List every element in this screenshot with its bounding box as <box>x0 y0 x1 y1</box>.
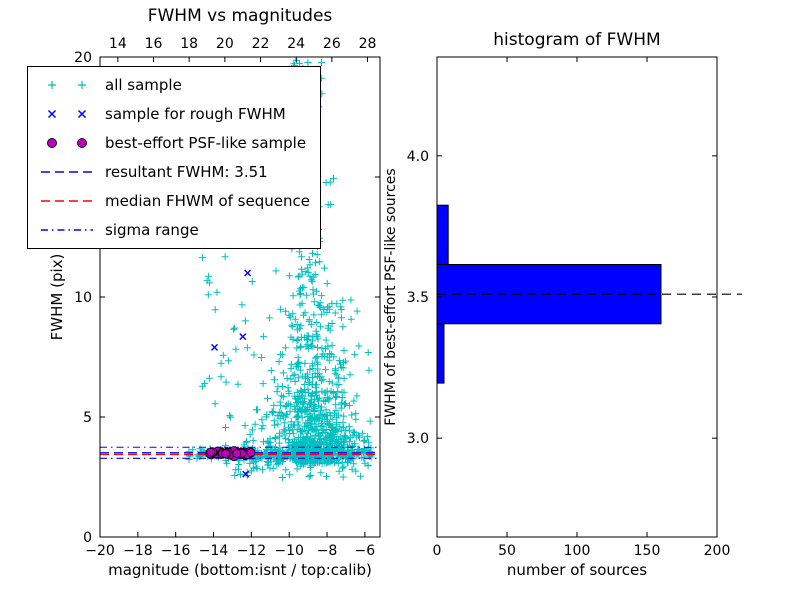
legend-label: sample for rough FWHM <box>105 105 286 123</box>
x-tick-label: −14 <box>199 543 229 559</box>
right-plot-ylabel: FWHM of best-effort PSF-like sources <box>383 168 399 426</box>
top-tick-label: 20 <box>216 36 234 52</box>
histogram-plot-area: 0 50 100 150 200 3.0 3.5 4.0 <box>407 56 742 559</box>
left-plot-xlabel: magnitude (bottom:isnt / top:calib) <box>108 561 372 579</box>
x-tick-label: −6 <box>355 543 376 559</box>
legend-key-line-icon <box>41 171 93 173</box>
legend-key-x-icon <box>47 109 87 119</box>
y-tick-label: 20 <box>74 50 92 66</box>
y-tick-label: 4.0 <box>407 149 429 165</box>
top-tick-label: 14 <box>109 36 127 52</box>
legend-key-line-icon <box>41 229 93 231</box>
legend-key-circle-icon <box>47 138 87 148</box>
histogram-bar <box>436 323 445 384</box>
top-tick-label: 24 <box>287 36 305 52</box>
x-tick-label: 150 <box>634 543 661 559</box>
scatter-plot-area <box>100 57 380 481</box>
legend: all sample sample for rough FWHM best-effo… <box>27 66 321 249</box>
x-tick-label: −20 <box>85 543 115 559</box>
left-plot-title: FWHM vs magnitudes <box>147 6 333 26</box>
legend-item: best-effort PSF-like sample <box>38 133 310 153</box>
top-tick-label: 18 <box>180 36 198 52</box>
x-tick-label: −12 <box>237 543 267 559</box>
top-tick-label: 22 <box>252 36 270 52</box>
x-tick-label: 0 <box>433 543 442 559</box>
y-tick-label: 5 <box>83 410 92 426</box>
series-circle-markers <box>205 446 256 462</box>
legend-item: sample for rough FWHM <box>38 104 310 124</box>
histogram-bar <box>436 204 449 265</box>
legend-item: resultant FWHM: 3.51 <box>38 162 310 182</box>
top-tick-label: 28 <box>359 36 377 52</box>
x-tick-label: 200 <box>704 543 731 559</box>
legend-label: best-effort PSF-like sample <box>105 134 307 152</box>
legend-item: all sample <box>38 75 310 95</box>
legend-key-plus-icon <box>48 81 86 89</box>
x-tick-label: −16 <box>161 543 191 559</box>
x-tick-label: −18 <box>123 543 153 559</box>
x-tick-label: −8 <box>317 543 338 559</box>
x-tick-label: 50 <box>498 543 516 559</box>
x-tick-label: −10 <box>274 543 304 559</box>
legend-label: sigma range <box>105 221 199 239</box>
legend-label: all sample <box>105 76 182 94</box>
right-plot-xlabel: number of sources <box>506 561 648 579</box>
y-tick-label: 0 <box>83 530 92 546</box>
right-plot-title: histogram of FWHM <box>493 30 661 50</box>
y-tick-label: 10 <box>74 290 92 306</box>
y-tick-label: 3.5 <box>407 290 429 306</box>
y-tick-label: 3.0 <box>407 431 429 447</box>
left-plot-ylabel: FWHM (pix) <box>48 253 66 341</box>
legend-label: median FHWM of sequence <box>105 192 310 210</box>
legend-label: resultant FWHM: 3.51 <box>105 163 268 181</box>
top-tick-label: 16 <box>145 36 163 52</box>
top-tick-label: 26 <box>323 36 341 52</box>
legend-item: sigma range <box>38 220 310 240</box>
x-tick-label: 100 <box>564 543 591 559</box>
legend-item: median FHWM of sequence <box>38 191 310 211</box>
legend-key-line-icon <box>41 200 93 202</box>
